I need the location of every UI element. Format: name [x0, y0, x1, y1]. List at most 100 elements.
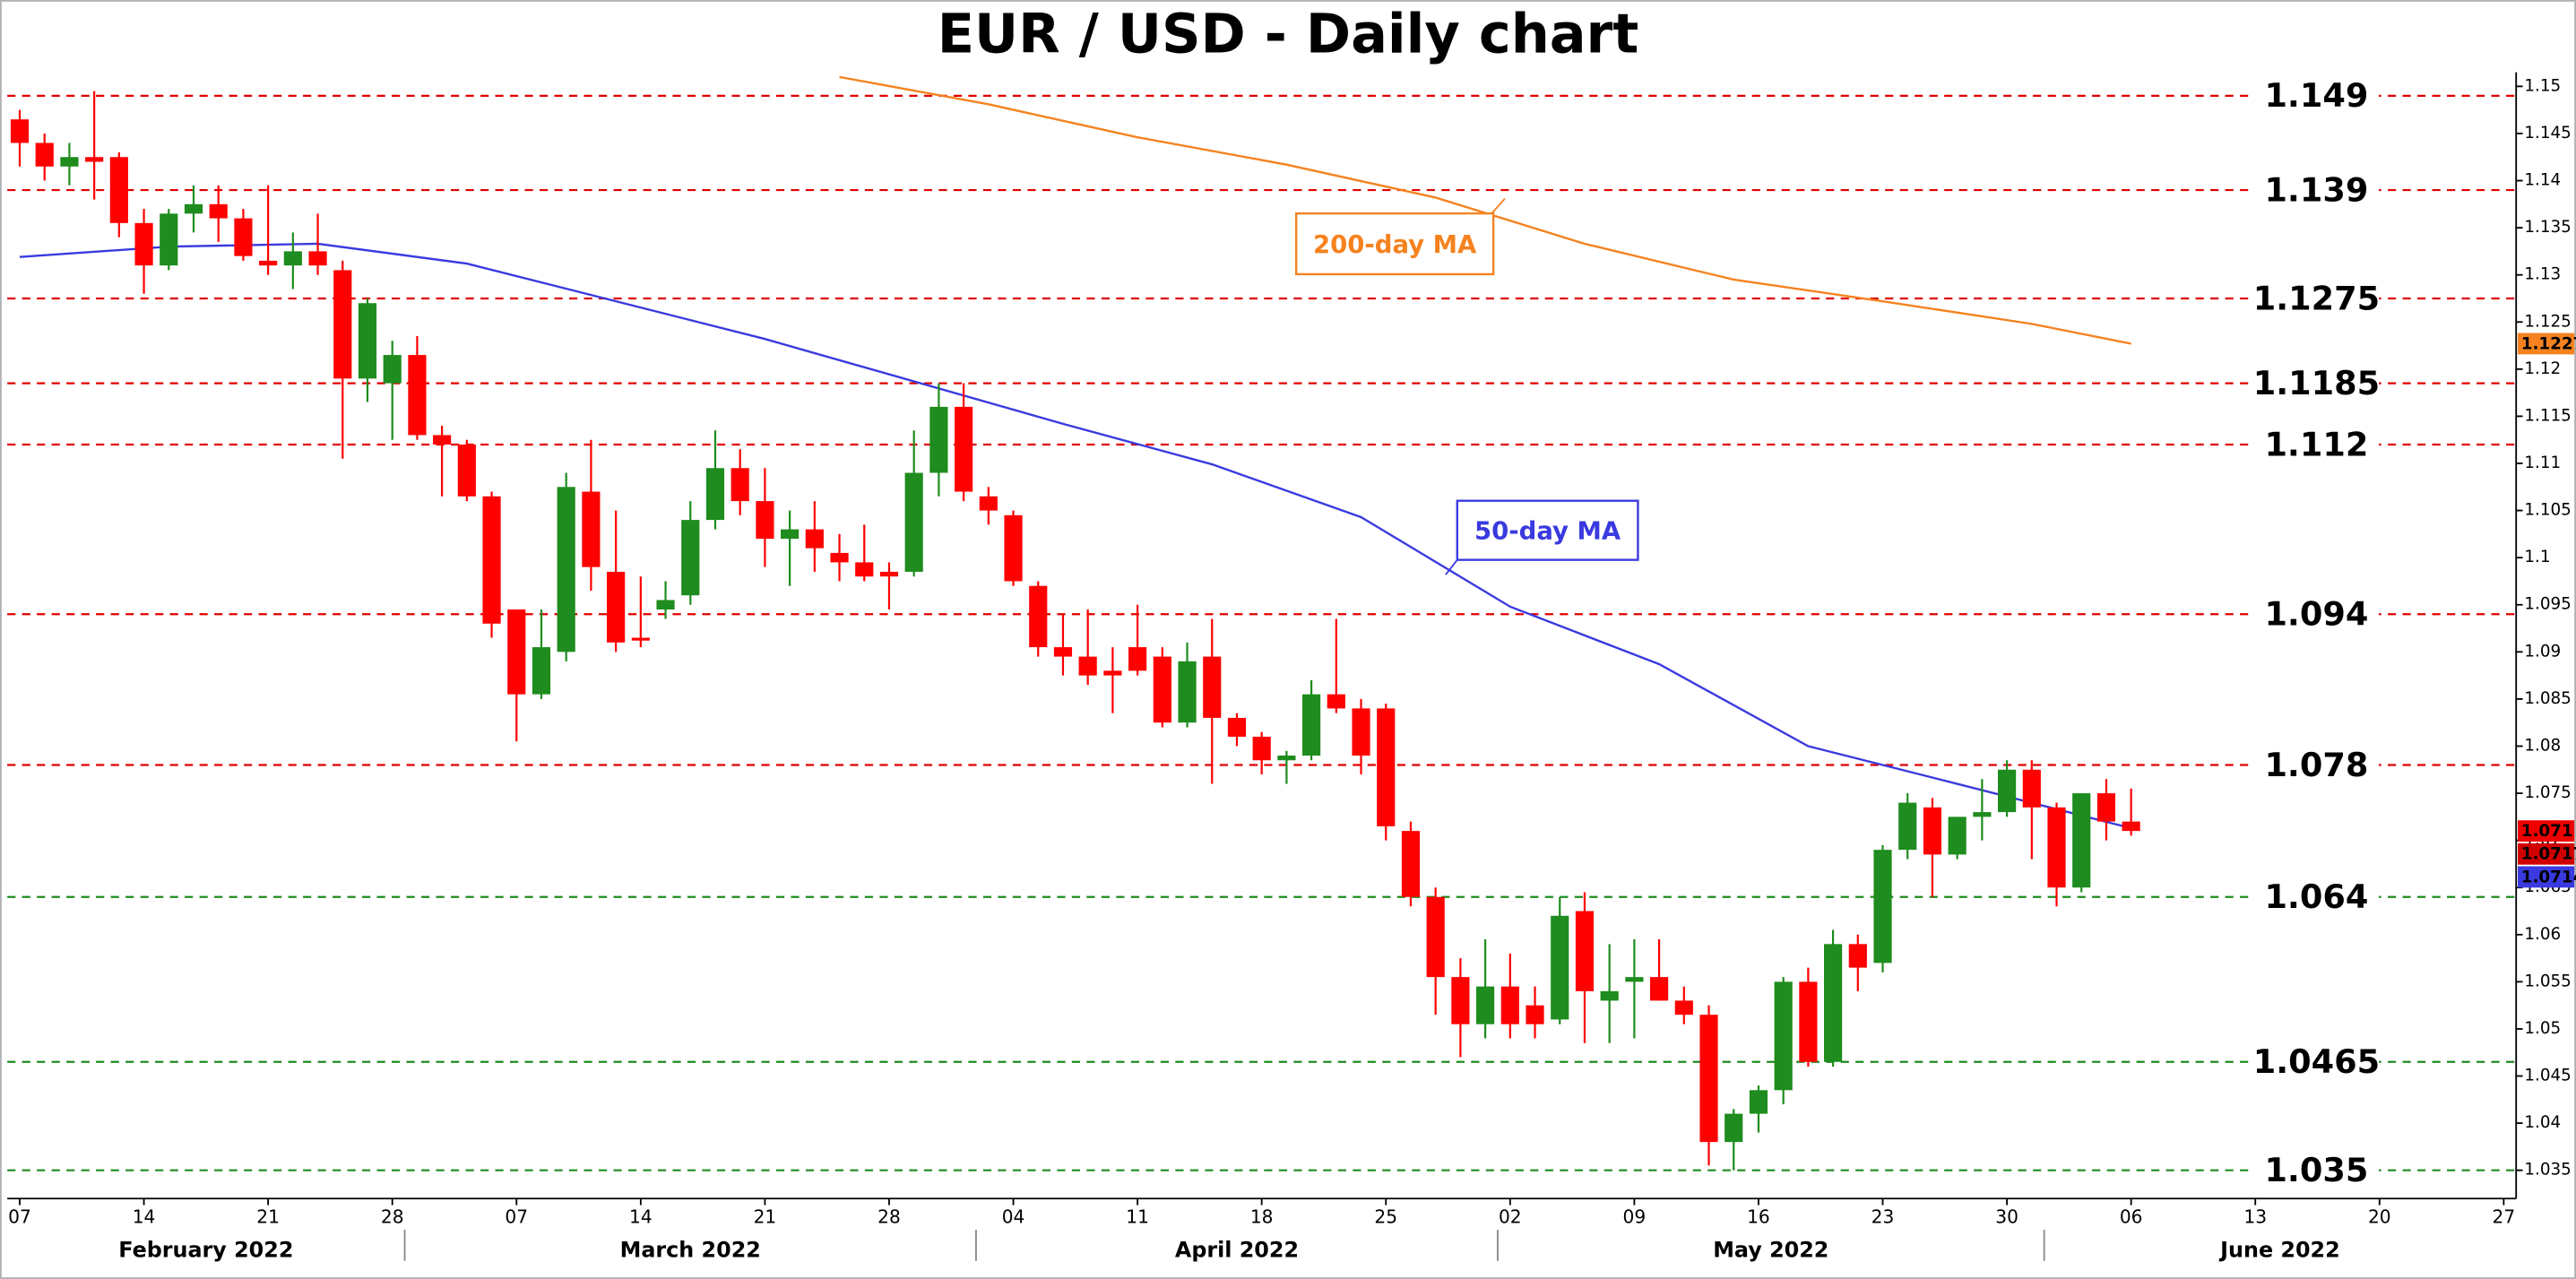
y-tick-label: 1.075 — [2524, 783, 2571, 802]
candle-body — [1103, 670, 1122, 676]
level-label: 1.064 — [2264, 877, 2368, 916]
x-tick-label: 30 — [1995, 1206, 2018, 1228]
y-tick-label: 1.035 — [2524, 1161, 2571, 1180]
level-label-bg — [2253, 426, 2380, 463]
candle-body — [855, 562, 874, 577]
y-tick-label: 1.115 — [2524, 406, 2571, 425]
candle-body — [1824, 944, 1843, 1062]
candle-body — [383, 355, 402, 384]
month-label: February 2022 — [118, 1237, 293, 1262]
x-tick-label: 25 — [1374, 1206, 1397, 1228]
level-label: 1.094 — [2264, 595, 2368, 634]
y-tick-label: 1.125 — [2524, 312, 2571, 331]
level-label-bg — [2253, 171, 2380, 209]
x-tick-label: 14 — [133, 1206, 156, 1228]
candle-body — [35, 143, 54, 167]
candle-body — [1898, 802, 1917, 851]
y-tick-label: 1.13 — [2524, 265, 2561, 284]
candle-body — [1352, 708, 1370, 756]
candle-body — [1029, 585, 1048, 648]
y-tick-label: 1.05 — [2524, 1019, 2561, 1038]
candle-body — [109, 157, 128, 223]
y-tick-label: 1.1 — [2524, 548, 2550, 566]
candle-body — [805, 529, 824, 549]
y-tick-label: 1.095 — [2524, 595, 2571, 614]
y-tick-label: 1.085 — [2524, 689, 2571, 708]
level-label-bg — [2253, 1043, 2380, 1080]
x-tick-label: 13 — [2243, 1206, 2267, 1228]
level-label-bg — [2253, 365, 2380, 402]
candle-body — [2072, 793, 2091, 888]
month-label: April 2022 — [1175, 1237, 1299, 1262]
candle-body — [1451, 977, 1470, 1024]
candle-body — [1377, 708, 1396, 826]
candle-body — [1004, 514, 1023, 582]
month-label: May 2022 — [1713, 1237, 1828, 1262]
y-tick-label: 1.11 — [2524, 454, 2561, 472]
level-label: 1.1275 — [2253, 279, 2380, 317]
candle-body — [1873, 850, 1892, 964]
x-tick-label: 28 — [877, 1206, 901, 1228]
candle-body — [756, 501, 774, 540]
candle-body — [979, 496, 998, 511]
x-tick-label: 07 — [8, 1206, 31, 1228]
x-tick-label: 28 — [381, 1206, 404, 1228]
level-label: 1.149 — [2264, 76, 2368, 115]
candle-body — [1476, 986, 1495, 1024]
y-tick-label: 1.15 — [2524, 76, 2561, 95]
y-tick-label: 1.09 — [2524, 642, 2561, 661]
candle-body — [631, 637, 650, 641]
level-label: 1.078 — [2264, 746, 2368, 784]
candle-body — [1302, 694, 1321, 756]
candle-body — [2047, 807, 2066, 888]
candle-body — [582, 491, 601, 567]
candle-body — [607, 571, 626, 643]
x-tick-label: 14 — [629, 1206, 653, 1228]
level-label: 1.139 — [2264, 170, 2368, 209]
price-tag-label: 1.0717 — [2521, 845, 2576, 864]
candle-body — [1178, 661, 1197, 723]
candle-body — [2022, 769, 2041, 808]
annotation-box — [1294, 212, 1495, 276]
candle-body — [85, 157, 104, 162]
candle-body — [333, 270, 352, 379]
level-label: 1.035 — [2264, 1151, 2368, 1189]
candle-body — [134, 222, 153, 266]
candle-body — [1252, 736, 1271, 761]
level-label-bg — [2253, 77, 2380, 115]
candle-body — [2122, 821, 2140, 832]
y-tick-label: 1.14 — [2524, 171, 2561, 190]
candle-body — [1551, 915, 1569, 1020]
candle-body — [532, 647, 551, 695]
level-label-bg — [2253, 747, 2380, 783]
level-label: 1.1185 — [2253, 364, 2380, 402]
x-tick-label: 27 — [2493, 1206, 2516, 1228]
candle-body — [1575, 911, 1595, 991]
month-label: June 2022 — [2218, 1237, 2340, 1262]
annotation-pointer — [1445, 559, 1458, 575]
annotation-label: 200-day MA — [1313, 230, 1477, 259]
candle-body — [457, 444, 476, 497]
x-tick-label: 07 — [505, 1206, 528, 1228]
y-tick-label: 1.12 — [2524, 359, 2561, 378]
price-tag-label: 1.071 — [2521, 822, 2573, 841]
candle-body — [1650, 977, 1669, 1001]
y-tick-label: 1.045 — [2524, 1067, 2571, 1085]
x-tick-label: 04 — [1002, 1206, 1025, 1228]
y-tick-label: 1.055 — [2524, 972, 2571, 990]
candle-body — [234, 218, 253, 256]
candle-body — [283, 251, 302, 266]
ma-line — [19, 242, 2131, 830]
candle-body — [1526, 1005, 1544, 1024]
candle-body — [1153, 656, 1171, 723]
x-tick-label: 11 — [1126, 1206, 1149, 1228]
x-tick-label: 23 — [1871, 1206, 1895, 1228]
candle-body — [929, 406, 948, 473]
y-tick-label: 1.06 — [2524, 925, 2561, 944]
candle-body — [830, 552, 849, 563]
x-tick-label: 02 — [1499, 1206, 1522, 1228]
price-tag — [2518, 843, 2575, 865]
